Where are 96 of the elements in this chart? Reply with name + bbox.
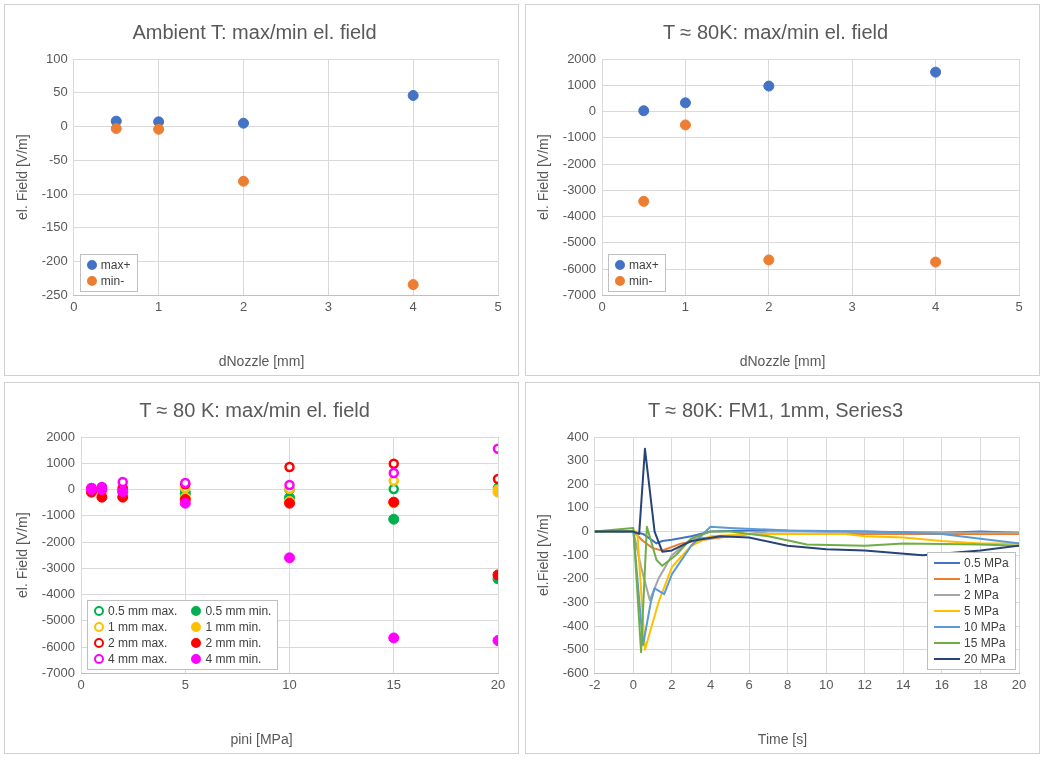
legend-label: 4 mm max. bbox=[108, 652, 168, 667]
x-axis-title: Time [s] bbox=[756, 731, 809, 747]
y-tick-label: -250 bbox=[41, 286, 68, 302]
x-tick-label: 16 bbox=[934, 676, 950, 692]
y-tick-label: 0 bbox=[581, 523, 589, 539]
legend-label: 0.5 mm max. bbox=[108, 604, 178, 619]
y-axis-title: el. Field [V/m] bbox=[14, 512, 31, 598]
y-tick-label: -2000 bbox=[41, 533, 76, 549]
y-tick-label: -400 bbox=[562, 617, 589, 633]
y-tick-label: -150 bbox=[41, 219, 68, 235]
y-tick-label: -100 bbox=[562, 546, 589, 562]
y-axis-title: el.Field [V/m] bbox=[535, 514, 552, 597]
y-tick-label: -5000 bbox=[41, 612, 76, 628]
legend-label: 15 MPa bbox=[964, 636, 1006, 651]
y-tick-label: -1000 bbox=[562, 129, 597, 145]
y-tick-label: -6000 bbox=[41, 638, 76, 654]
y-tick-label: 1000 bbox=[567, 76, 597, 92]
legend-label: 1 mm max. bbox=[108, 620, 168, 635]
chart-title: T ≈ 80 K: max/min el. field bbox=[139, 398, 370, 421]
x-tick-label: 15 bbox=[386, 676, 401, 692]
y-tick-label: -500 bbox=[562, 641, 589, 657]
legend-label: 2 mm min. bbox=[205, 636, 262, 651]
x-tick-label: 8 bbox=[784, 676, 792, 692]
y-tick-label: -1000 bbox=[41, 507, 76, 523]
y-tick-label: 200 bbox=[567, 475, 589, 491]
legend-label: 4 mm min. bbox=[205, 652, 262, 667]
x-tick-label: 4 bbox=[409, 298, 417, 314]
y-tick-label: -3000 bbox=[562, 181, 597, 197]
chart-title: T ≈ 80K: max/min el. field bbox=[662, 20, 889, 43]
y-tick-label: 0 bbox=[60, 118, 68, 134]
x-tick-label: 4 bbox=[706, 676, 715, 692]
chart-title: Ambient T: max/min el. field bbox=[132, 20, 377, 43]
x-tick-label: 5 bbox=[1015, 298, 1023, 314]
legend-label: 0.5 MPa bbox=[964, 556, 1009, 571]
x-tick-label: 3 bbox=[848, 298, 856, 314]
y-tick-label: -7000 bbox=[41, 664, 76, 680]
x-tick-label: -2 bbox=[589, 676, 601, 692]
x-tick-label: 5 bbox=[181, 676, 189, 692]
y-tick-label: 300 bbox=[567, 452, 589, 468]
y-tick-label: -200 bbox=[41, 253, 68, 269]
legend-label: 0.5 mm min. bbox=[205, 604, 272, 619]
y-tick-label: 2000 bbox=[567, 50, 597, 66]
x-tick-label: 0 bbox=[629, 676, 637, 692]
x-tick-label: 4 bbox=[931, 298, 940, 314]
y-tick-label: 0 bbox=[67, 481, 76, 497]
legend-label: 10 MPa bbox=[964, 620, 1006, 635]
y-tick-label: -300 bbox=[562, 594, 589, 610]
y-tick-label: -200 bbox=[562, 570, 589, 586]
y-tick-label: 100 bbox=[567, 499, 589, 515]
legend-label: max+ bbox=[100, 258, 131, 273]
y-tick-label: -6000 bbox=[562, 260, 597, 276]
x-tick-label: 6 bbox=[745, 676, 753, 692]
y-tick-label: -5000 bbox=[562, 234, 597, 250]
legend-label: min- bbox=[100, 274, 125, 289]
x-tick-label: 20 bbox=[1011, 676, 1027, 692]
legend-label: 20 MPa bbox=[964, 652, 1006, 667]
y-axis-title: el. Field [V/m] bbox=[535, 134, 552, 220]
y-tick-label: 2000 bbox=[46, 428, 76, 444]
legend-label: 2 MPa bbox=[964, 588, 999, 603]
x-tick-label: 2 bbox=[668, 676, 676, 692]
legend-label: 1 mm min. bbox=[205, 620, 262, 635]
x-tick-label: 10 bbox=[818, 676, 834, 692]
y-tick-label: -4000 bbox=[562, 208, 597, 224]
y-tick-label: 0 bbox=[588, 103, 597, 119]
y-tick-label: 400 bbox=[567, 428, 589, 444]
x-tick-label: 2 bbox=[765, 298, 773, 314]
x-tick-label: 2 bbox=[239, 298, 248, 314]
legend-label: min- bbox=[629, 274, 653, 289]
legend-label: 1 MPa bbox=[964, 572, 999, 587]
x-tick-label: 14 bbox=[896, 676, 911, 692]
y-tick-label: -50 bbox=[49, 151, 68, 167]
y-tick-label: 100 bbox=[46, 50, 68, 66]
y-tick-label: -4000 bbox=[41, 586, 76, 602]
x-tick-label: 1 bbox=[681, 298, 690, 314]
x-axis-title: dNozzle [mm] bbox=[217, 353, 306, 369]
x-tick-label: 18 bbox=[973, 676, 988, 692]
legend-label: 2 mm max. bbox=[108, 636, 168, 651]
y-tick-label: 50 bbox=[53, 84, 68, 100]
y-tick-label: -3000 bbox=[41, 559, 76, 575]
x-tick-label: 5 bbox=[494, 298, 502, 314]
x-tick-label: 3 bbox=[324, 298, 332, 314]
y-tick-label: 1000 bbox=[46, 454, 76, 470]
x-tick-label: 10 bbox=[282, 676, 297, 692]
legend-label: 5 MPa bbox=[964, 604, 999, 619]
legend-label: max+ bbox=[629, 258, 659, 273]
x-tick-label: 20 bbox=[490, 676, 506, 692]
x-tick-label: 1 bbox=[155, 298, 163, 314]
y-axis-title: el. Field [V/m] bbox=[14, 134, 31, 220]
y-tick-label: -600 bbox=[562, 664, 589, 680]
x-tick-label: 12 bbox=[857, 676, 872, 692]
y-tick-label: -100 bbox=[41, 185, 68, 201]
x-axis-title: dNozzle [mm] bbox=[738, 353, 827, 369]
y-tick-label: -2000 bbox=[562, 155, 597, 171]
chart-title: T ≈ 80K: FM1, 1mm, Series3 bbox=[647, 398, 904, 421]
x-axis-title: pini [MPa] bbox=[229, 731, 294, 747]
y-tick-label: -7000 bbox=[562, 286, 597, 302]
